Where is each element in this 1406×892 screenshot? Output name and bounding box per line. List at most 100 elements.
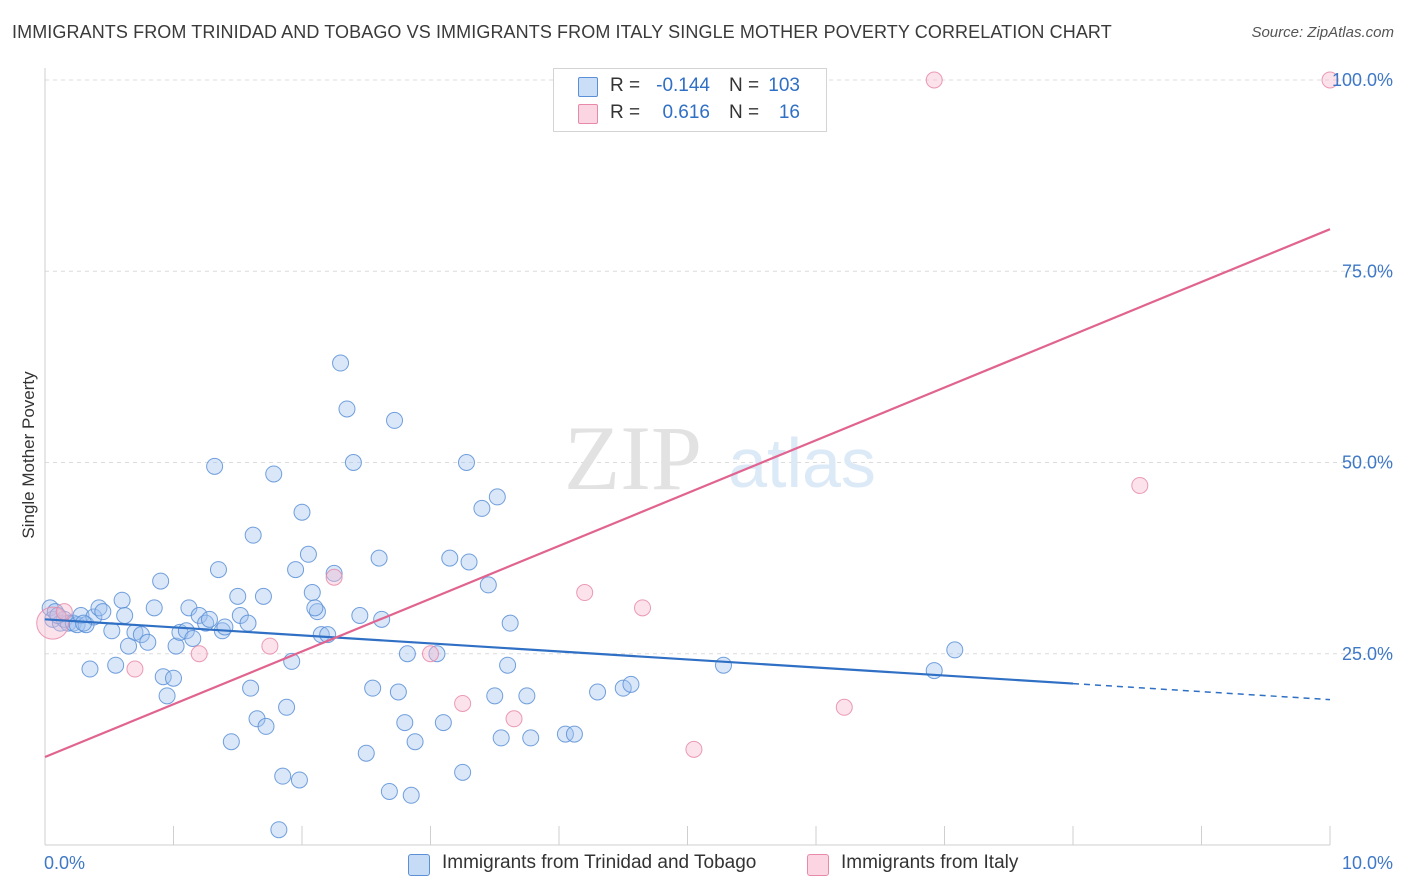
point-italy [685,740,703,758]
point-trinidad [257,717,275,735]
point-italy [325,568,343,586]
correlation-legend: R = -0.144 N = 103 R = 0.616 N = 16 [553,68,827,132]
watermark-atlas: atlas [728,424,876,502]
legend-row-italy: R = 0.616 N = 16 [554,100,826,127]
y-axis-label: Single Mother Poverty [19,371,38,539]
legend-row-trinidad: R = -0.144 N = 103 [554,73,826,100]
point-italy [422,645,439,663]
point-trinidad [364,679,382,697]
point-trinidad [332,354,350,372]
point-trinidad [441,549,459,567]
point-trinidad [344,454,362,471]
point-italy [576,584,594,602]
point-trinidad [325,564,343,582]
point-trinidad [287,561,305,579]
point-trinidad [270,821,288,839]
legend-swatch-italy [578,104,598,124]
point-trinidad [338,400,356,418]
point-trinidad [460,553,478,571]
point-trinidad [222,733,240,751]
point-trinidad [244,526,262,544]
point-trinidad [120,637,138,655]
point-italy [634,599,652,617]
point-trinidad [299,545,317,563]
legend-n-label: N = [729,102,760,123]
x-tick-label: 0.0% [44,853,85,873]
point-trinidad [454,763,472,781]
point-trinidad [946,641,964,659]
point-italy [505,710,523,728]
point-italy [36,606,70,640]
point-italy [55,603,73,621]
point-trinidad [293,503,311,521]
point-trinidad [116,607,134,624]
point-trinidad [556,725,574,743]
point-trinidad [434,714,452,732]
point-trinidad [303,584,321,602]
point-trinidad [113,591,131,609]
point-trinidad [565,725,583,743]
point-trinidad [94,603,112,621]
point-italy [454,694,472,712]
point-trinidad [488,488,506,506]
point-trinidad [229,587,247,605]
trend-italy [44,228,1331,759]
point-trinidad [589,683,607,701]
point-trinidad [290,771,308,789]
point-italy [261,637,279,655]
axes [44,68,1331,846]
point-trinidad [614,679,632,697]
point-italy [925,71,943,89]
point-trinidad [81,660,99,678]
point-trinidad [386,411,404,429]
point-trinidad [380,782,398,800]
point-italy [126,660,144,678]
legend-label-trinidad: Immigrants from Trinidad and Tobago [442,852,757,873]
x-tick-label: 10.0% [1342,853,1393,873]
point-trinidad [398,645,416,663]
point-trinidad [242,679,260,697]
y-tick-label: 25.0% [1342,644,1393,664]
point-trinidad [714,656,732,674]
point-italy [835,698,853,716]
point-trinidad [200,610,218,628]
point-italy [190,645,208,663]
trend-trinidad-extension [1072,682,1331,701]
point-trinidad [389,683,407,701]
point-trinidad [402,786,420,804]
point-trinidad [492,729,510,747]
point-trinidad [239,614,257,632]
y-tick-label: 75.0% [1342,261,1393,281]
point-trinidad [486,687,504,705]
point-trinidad [522,729,540,747]
point-trinidad [518,687,536,705]
point-trinidad [306,599,324,617]
point-trinidad [167,637,185,655]
point-trinidad [457,454,475,471]
data-points [36,71,1339,839]
legend-r-value: 0.616 [662,102,710,123]
point-trinidad [351,607,369,624]
point-trinidad [357,744,375,762]
y-tick-label: 50.0% [1342,453,1393,473]
legend-r-value: -0.144 [656,75,710,96]
point-trinidad [428,645,446,663]
point-italy [1321,71,1339,89]
point-trinidad [406,733,424,751]
legend-r-label: R = [610,75,641,96]
point-italy [1131,476,1149,494]
point-trinidad [622,675,640,693]
legend-swatch-italy [807,854,829,876]
point-trinidad [165,669,182,687]
point-trinidad [152,572,170,590]
point-trinidad [254,587,272,605]
watermark: ZIP atlas [564,407,876,509]
point-trinidad [184,629,202,647]
point-trinidad [499,656,517,674]
point-trinidad [107,656,125,674]
legend-n-value: 16 [778,102,800,123]
legend-swatch-trinidad [578,77,598,97]
legend-n-value: 103 [768,75,800,96]
point-trinidad [139,633,157,651]
